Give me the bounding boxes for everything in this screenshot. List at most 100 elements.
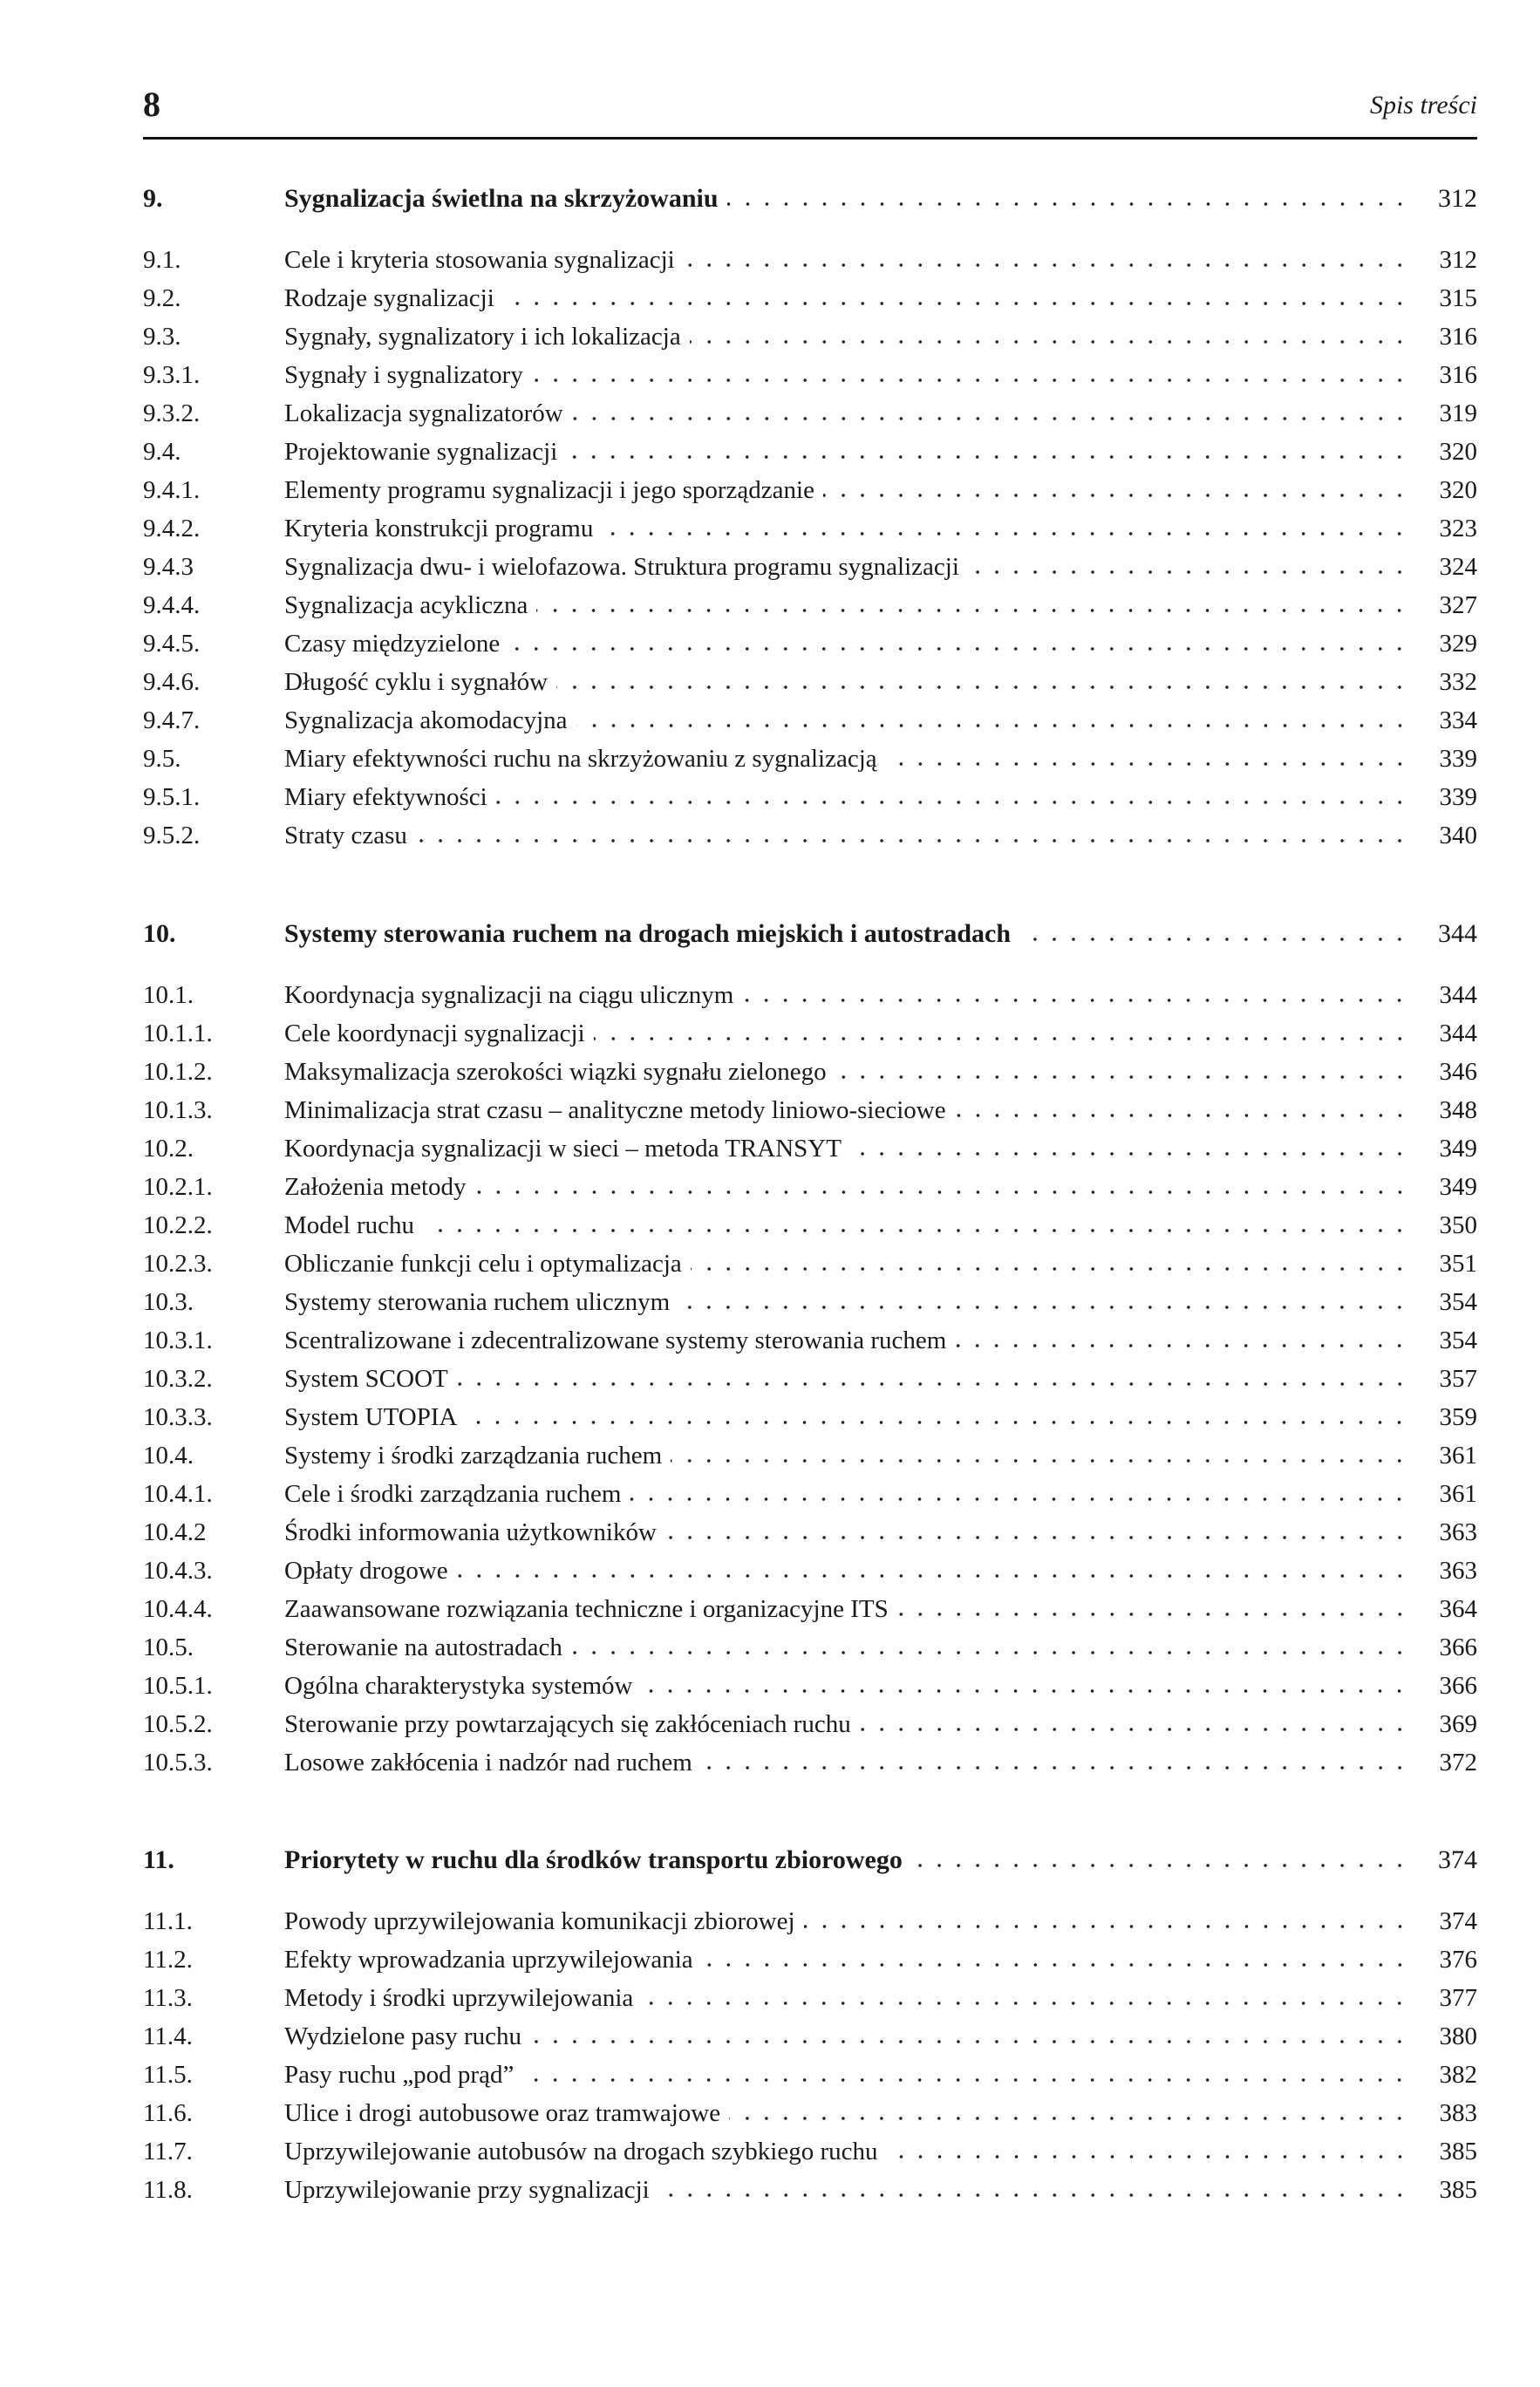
entry-page: 349 — [1439, 1135, 1478, 1163]
dot-leader — [729, 2116, 1409, 2121]
entry-number: 9.5. — [143, 745, 181, 773]
entry-number: 11.6. — [143, 2099, 193, 2127]
chapter-heading: 11. Priorytety w ruchu dla środków transp… — [143, 1841, 1477, 1879]
entry-number: 9.3. — [143, 323, 181, 351]
dot-leader — [642, 2001, 1409, 2006]
entry-title: Systemy sterowania ruchem ulicznym — [284, 1288, 671, 1316]
entry-number: 10.3. — [143, 1288, 194, 1316]
dot-leader — [835, 1074, 1409, 1080]
entry-number: 10.1. — [143, 981, 194, 1009]
entry-title: Losowe zakłócenia i nadzór nad ruchem — [284, 1749, 692, 1777]
toc-entry: 10.3.1. Scentralizowane i zdecentralizowa… — [143, 1321, 1477, 1360]
toc-entry: 11.5. Pasy ruchu „pod prąd” 382 — [143, 2056, 1477, 2094]
entry-number: 11.4. — [143, 2022, 193, 2050]
entry-page: 377 — [1439, 1984, 1478, 2012]
entry-title: Systemy i środki zarządzania ruchem — [284, 1442, 663, 1470]
entry-page: 332 — [1439, 668, 1478, 696]
entry-page: 316 — [1439, 323, 1478, 351]
entry-title: Metody i środki uprzywilejowania — [284, 1984, 634, 2012]
entry-title: System SCOOT — [284, 1365, 448, 1393]
header-rule — [143, 137, 1477, 140]
entry-title: Powody uprzywilejowania komunikacji zbio… — [284, 1907, 795, 1935]
entry-title: Pasy ruchu „pod prąd” — [284, 2061, 514, 2089]
toc-entry: 10.1.3. Minimalizacja strat czasu – anali… — [143, 1091, 1477, 1129]
entry-page: 348 — [1439, 1096, 1478, 1124]
entry-page: 351 — [1439, 1250, 1478, 1278]
dot-leader — [742, 998, 1409, 1003]
entry-page: 315 — [1439, 284, 1478, 312]
toc-entry: 10.5.2. Sterowanie przy powtarzających si… — [143, 1705, 1477, 1743]
entry-title: Cele i kryteria stosowania sygnalizacji — [284, 246, 675, 274]
entry-page: 374 — [1439, 1907, 1478, 1935]
dot-leader — [701, 1962, 1409, 1968]
entry-page: 369 — [1439, 1710, 1478, 1738]
dot-leader — [689, 339, 1409, 344]
dot-leader — [531, 378, 1409, 383]
entry-number: 9.1. — [143, 246, 181, 274]
chapter-heading: 9. Sygnalizacja świetlna na skrzyżowaniu 3… — [143, 180, 1477, 218]
entry-number: 9.4.5. — [143, 630, 201, 658]
entry-page: 357 — [1439, 1365, 1478, 1393]
dot-leader — [886, 2154, 1409, 2159]
toc-chapter: 11. Priorytety w ruchu dla środków transp… — [143, 1841, 1477, 2209]
entry-title: Minimalizacja strat czasu – analityczne … — [284, 1096, 946, 1124]
dot-leader — [602, 531, 1409, 536]
dot-leader — [423, 1228, 1409, 1233]
entry-number: 9.4.4. — [143, 591, 201, 619]
entry-title: Czasy międzyzielone — [284, 630, 501, 658]
toc-entry: 9.4.4. Sygnalizacja acykliczna 327 — [143, 586, 1477, 624]
toc-chapter: 9. Sygnalizacja świetlna na skrzyżowaniu 3… — [143, 180, 1477, 855]
toc-entry: 10.2. Koordynacja sygnalizacji w sieci – … — [143, 1129, 1477, 1168]
entry-number: 9.5.2. — [143, 822, 201, 849]
entry-page: 344 — [1439, 1020, 1478, 1047]
entry-number: 10.5.1. — [143, 1672, 213, 1700]
dot-leader — [415, 838, 1409, 843]
dot-leader — [859, 1727, 1409, 1732]
toc-entry: 9.5.2. Straty czasu 340 — [143, 816, 1477, 855]
entry-page: 366 — [1439, 1672, 1478, 1700]
entry-title: Efekty wprowadzania uprzywilejowania — [284, 1946, 693, 1974]
toc-chapter: 10. Systemy sterowania ruchem na drogach … — [143, 915, 1477, 1782]
entry-page: 319 — [1439, 399, 1478, 427]
entry-title: Model ruchu — [284, 1211, 414, 1239]
entry-number: 10.4.1. — [143, 1480, 213, 1508]
entry-number: 10.5.3. — [143, 1749, 213, 1777]
chapter-heading: 10. Systemy sterowania ruchem na drogach … — [143, 915, 1477, 953]
dot-leader — [456, 1573, 1409, 1579]
entry-number: 11.2. — [143, 1946, 193, 1974]
entry-number: 10.1.1. — [143, 1020, 213, 1047]
entry-number: 10.4.2 — [143, 1518, 207, 1546]
entry-page: 385 — [1439, 2138, 1478, 2165]
toc-entry: 10.4.2 Środki informowania użytkowników 36… — [143, 1513, 1477, 1552]
toc-entry: 10.2.2. Model ruchu 350 — [143, 1206, 1477, 1245]
toc-entry: 10.1.1. Cele koordynacji sygnalizacji 344 — [143, 1014, 1477, 1053]
dot-leader — [678, 1305, 1409, 1310]
toc-entry: 10.4.4. Zaawansowane rozwiązania technicz… — [143, 1590, 1477, 1628]
entry-page: 334 — [1439, 706, 1478, 734]
toc-entry: 11.1. Powody uprzywilejowania komunikacji… — [143, 1902, 1477, 1940]
dot-leader — [466, 1420, 1409, 1425]
entry-number: 9.3.1. — [143, 361, 201, 389]
entry-title: Zaawansowane rozwiązania techniczne i or… — [284, 1595, 889, 1623]
entry-number: 10.2.1. — [143, 1173, 213, 1201]
toc-entry: 10.4. Systemy i środki zarządzania ruchem… — [143, 1436, 1477, 1475]
dot-leader — [822, 493, 1409, 498]
entry-number: 9. — [143, 184, 163, 213]
dot-leader — [1019, 937, 1409, 942]
entry-title: Projektowanie sygnalizacji — [284, 438, 558, 466]
entry-number: 10.1.3. — [143, 1096, 213, 1124]
entry-title: Sygnały, sygnalizatory i ich lokalizacja — [284, 323, 681, 351]
entry-number: 9.2. — [143, 284, 181, 312]
toc-entry: 9.4.6. Długość cyklu i sygnałów 332 — [143, 663, 1477, 701]
entry-page: 366 — [1439, 1633, 1478, 1661]
entry-number: 10.4. — [143, 1442, 194, 1470]
entry-page: 363 — [1439, 1518, 1478, 1546]
toc-entry: 9.5. Miary efektywności ruchu na skrzyżow… — [143, 740, 1477, 778]
entry-number: 11.3. — [143, 1984, 193, 2012]
entry-title: Obliczanie funkcji celu i optymalizacja — [284, 1250, 682, 1278]
entry-title: Założenia metody — [284, 1173, 467, 1201]
entry-title: Sygnalizacja świetlna na skrzyżowaniu — [284, 184, 719, 213]
entry-number: 9.4. — [143, 438, 181, 466]
toc-entry: 9.4.3 Sygnalizacja dwu- i wielofazowa. St… — [143, 548, 1477, 586]
toc-entry: 9.4.7. Sygnalizacja akomodacyjna 334 — [143, 701, 1477, 740]
